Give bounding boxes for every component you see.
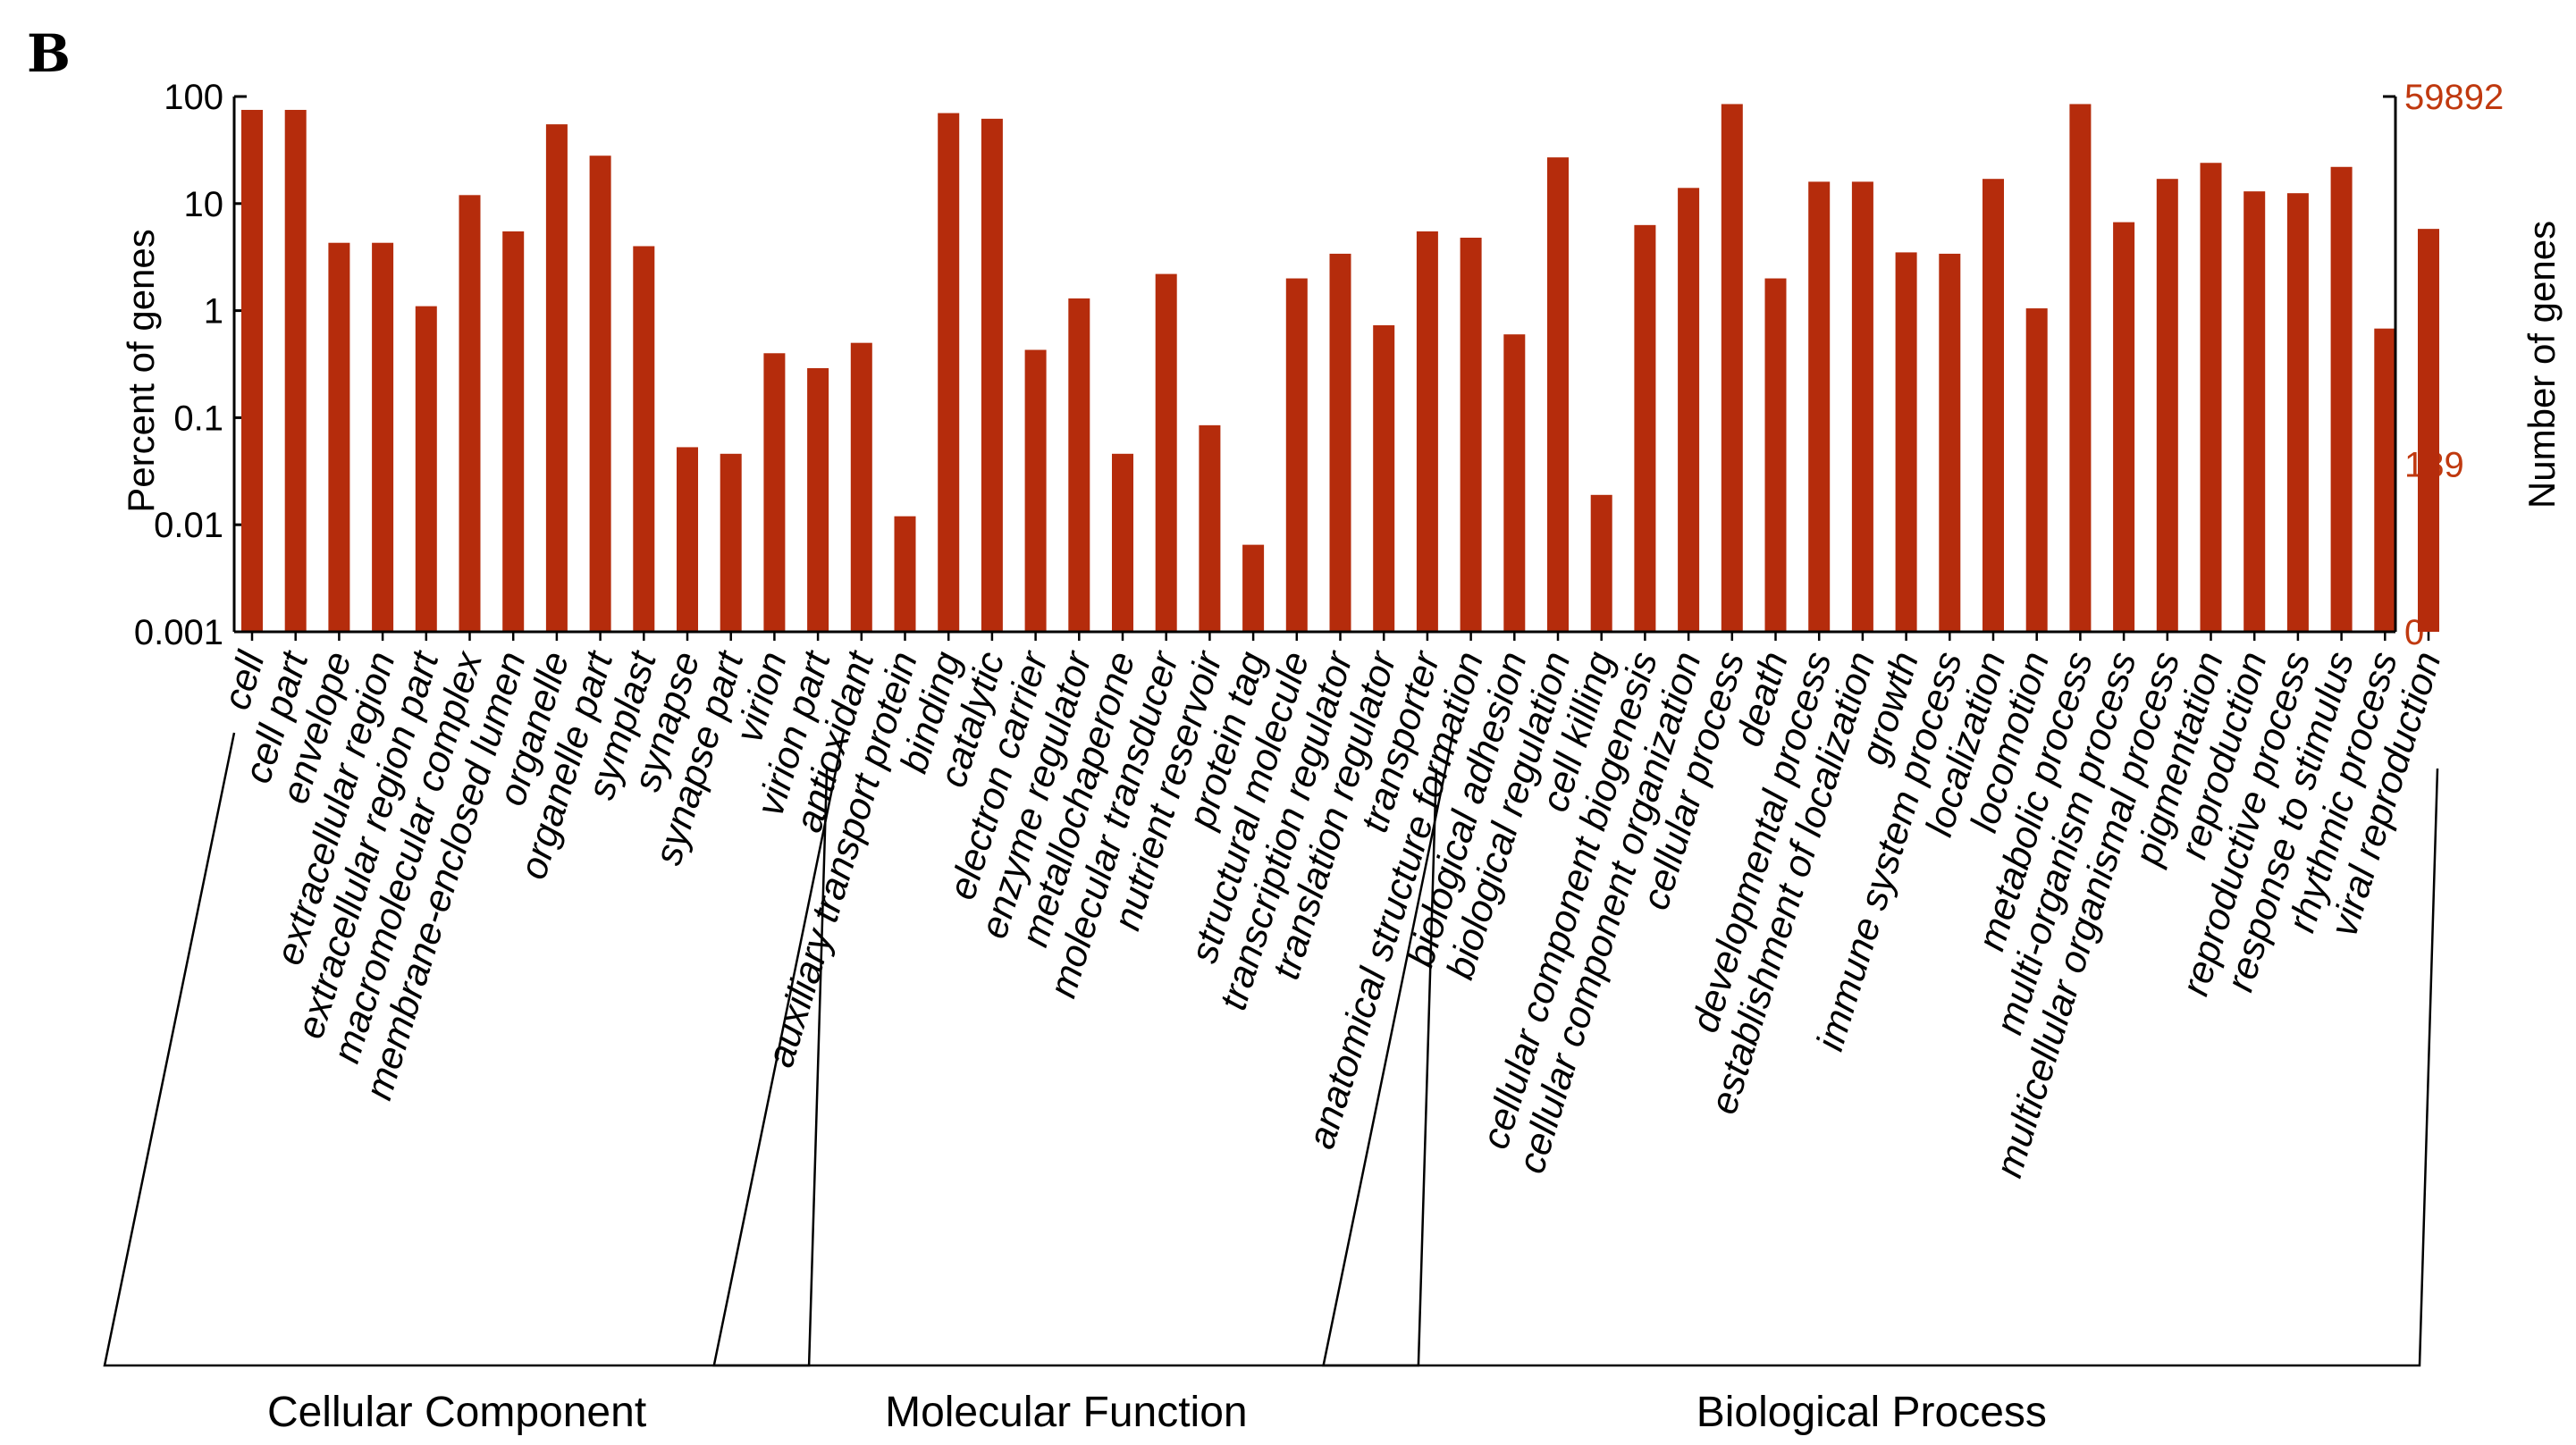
right-tick-label: 59892 [2404,78,2504,117]
bar [2243,191,2266,632]
group-brackets: Cellular Component Molecular Function Biol… [103,732,2439,1436]
bar [1416,231,1438,632]
bar [1199,424,1221,632]
y-tick-label: 10 [184,185,224,224]
bar [2286,193,2309,632]
bar [589,155,611,632]
right-axis-title: Number of genes [2521,221,2563,508]
bar [2200,163,2222,633]
bar [2025,308,2048,632]
bar [2374,328,2396,632]
y-tick-label: 0.1 [173,399,223,438]
bar [545,124,568,632]
bar [720,453,742,632]
bar [415,306,437,632]
bar [850,342,872,632]
group-bracket [103,732,829,1367]
bar [1155,273,1177,632]
bar [459,195,481,632]
y-tick-label: 0.001 [134,613,223,652]
bar [981,118,1003,633]
bar [1112,453,1133,632]
group-label: Cellular Component [267,1389,646,1436]
bar [1242,544,1265,632]
right-y-ticks: 598921890 [2383,78,2504,652]
bar [2418,229,2439,632]
bar [1024,349,1047,632]
bar [2069,104,2092,632]
bar [2330,166,2353,632]
bar [677,447,698,632]
bar [894,516,916,632]
bar [1285,278,1308,632]
bar [807,368,829,632]
left-y-ticks: 100 10 1 0.1 0.01 0.001 [134,78,247,652]
bar [241,109,263,633]
group-bracket [1322,732,2439,1367]
bar [2113,222,2135,633]
bar [1851,181,1873,632]
bar [372,242,394,632]
group-label: Molecular Function [885,1389,1248,1436]
bar [1895,252,1917,632]
bar [1329,253,1351,632]
bars [241,104,2439,641]
bar [1503,334,1526,632]
bar [633,246,655,632]
bar [1983,179,2004,633]
group-bracket [712,732,1438,1367]
bar [938,113,960,633]
bar [1721,104,1743,632]
bar [1590,494,1612,632]
bar [1373,324,1395,632]
y-tick-label: 0.01 [154,506,223,545]
bar [1808,181,1831,632]
bar [763,353,786,632]
y-tick-label: 1 [204,292,223,332]
bar [1939,253,1961,632]
group-label: Biological Process [1696,1389,2047,1436]
y-axis-title: Percent of genes [120,229,162,513]
bar [1678,188,1700,632]
bar [2156,179,2178,633]
panel-label: B [27,23,71,84]
bar [502,231,525,632]
bar [1460,237,1482,632]
bar [1764,278,1787,632]
bar [284,109,307,633]
bar [1634,224,1656,633]
y-tick-label: 100 [164,78,223,117]
bar [1068,298,1090,632]
bar [328,242,350,632]
bar [1547,157,1569,632]
